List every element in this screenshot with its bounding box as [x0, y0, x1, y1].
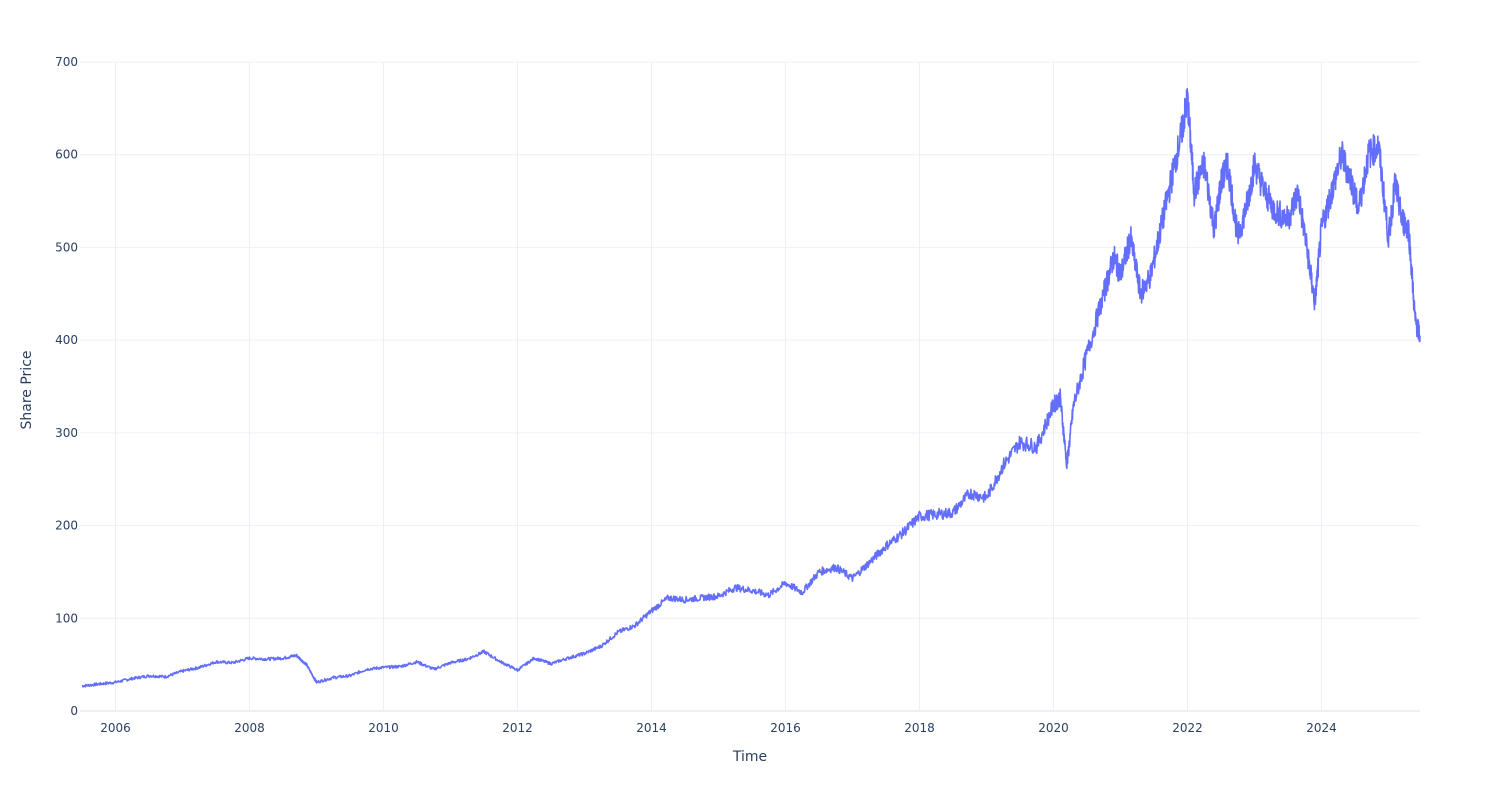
x-tick-label: 2024	[1306, 721, 1337, 735]
x-tick-label: 2008	[234, 721, 265, 735]
share-price-line	[81, 88, 1421, 688]
y-tick-label: 600	[55, 148, 78, 162]
y-tick-label: 300	[55, 426, 78, 440]
x-axis-title: Time	[732, 749, 767, 765]
y-tick-label: 100	[55, 611, 78, 625]
gridlines	[80, 61, 1420, 712]
x-tick-label: 2016	[770, 721, 801, 735]
x-tick-label: 2012	[502, 721, 533, 735]
x-tick-label: 2018	[904, 721, 935, 735]
tick-labels: 2006 2008 2010 2012 2014 2016 2018 2020 2022 2024…	[55, 55, 1337, 735]
y-axis-title: Share Price	[19, 350, 35, 429]
y-tick-label: 500	[55, 240, 78, 254]
y-tick-label: 400	[55, 333, 78, 347]
x-tick-label: 2022	[1172, 721, 1203, 735]
x-tick-label: 2010	[368, 721, 399, 735]
series-layer	[81, 88, 1421, 688]
y-tick-label: 200	[55, 519, 78, 533]
y-tick-label: 0	[70, 704, 78, 718]
y-tick-label: 700	[55, 55, 78, 69]
x-tick-label: 2014	[636, 721, 667, 735]
x-tick-label: 2020	[1038, 721, 1069, 735]
x-tick-label: 2006	[100, 721, 131, 735]
